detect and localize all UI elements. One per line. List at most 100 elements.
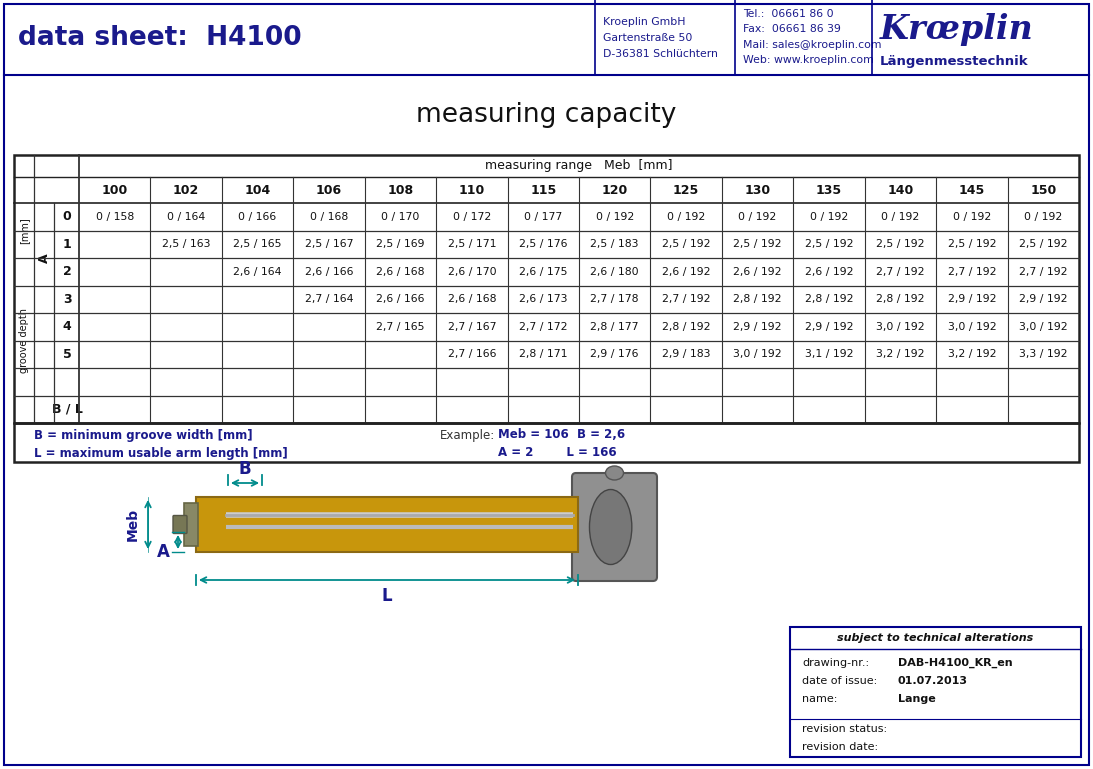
- Text: measuring capacity: measuring capacity: [416, 102, 677, 128]
- Text: 2,6 / 170: 2,6 / 170: [447, 267, 496, 277]
- Text: 2,6 / 164: 2,6 / 164: [233, 267, 282, 277]
- Text: 2,8 / 177: 2,8 / 177: [590, 321, 639, 331]
- Text: 140: 140: [888, 184, 914, 197]
- Text: 0 / 192: 0 / 192: [953, 211, 991, 221]
- Text: 2,9 / 192: 2,9 / 192: [1019, 295, 1068, 305]
- FancyBboxPatch shape: [572, 473, 657, 581]
- Text: 2,5 / 167: 2,5 / 167: [305, 239, 353, 249]
- Text: 104: 104: [245, 184, 271, 197]
- Text: Meb: Meb: [126, 508, 140, 541]
- Text: Lange: Lange: [898, 694, 936, 704]
- Text: B = minimum groove width [mm]: B = minimum groove width [mm]: [34, 428, 252, 441]
- Text: 2,6 / 192: 2,6 / 192: [733, 267, 781, 277]
- Text: 2,6 / 168: 2,6 / 168: [376, 267, 425, 277]
- Text: 2,5 / 192: 2,5 / 192: [733, 239, 781, 249]
- Text: 3,2 / 192: 3,2 / 192: [948, 349, 996, 359]
- Text: 2,7 / 192: 2,7 / 192: [662, 295, 710, 305]
- Text: groove depth: groove depth: [19, 308, 30, 373]
- Text: name:: name:: [802, 694, 837, 704]
- Text: 2,9 / 176: 2,9 / 176: [590, 349, 639, 359]
- Text: 2,9 / 192: 2,9 / 192: [804, 321, 854, 331]
- Text: 106: 106: [316, 184, 342, 197]
- Text: 2,5 / 171: 2,5 / 171: [448, 239, 496, 249]
- Text: 2,6 / 192: 2,6 / 192: [662, 267, 710, 277]
- Text: 2,7 / 192: 2,7 / 192: [948, 267, 996, 277]
- Text: 2,6 / 166: 2,6 / 166: [305, 267, 353, 277]
- Text: A = 2        L = 166: A = 2 L = 166: [498, 447, 616, 460]
- Text: measuring range   Meb  [mm]: measuring range Meb [mm]: [485, 159, 673, 172]
- Text: 2,7 / 165: 2,7 / 165: [376, 321, 425, 331]
- Text: revision date:: revision date:: [802, 742, 878, 752]
- Text: 130: 130: [744, 184, 771, 197]
- Text: 125: 125: [673, 184, 700, 197]
- Text: Krœplin: Krœplin: [880, 14, 1034, 46]
- Text: subject to technical alterations: subject to technical alterations: [837, 633, 1034, 643]
- Text: 0 / 172: 0 / 172: [453, 211, 491, 221]
- Text: 2,5 / 192: 2,5 / 192: [948, 239, 996, 249]
- Text: 2,7 / 167: 2,7 / 167: [448, 321, 496, 331]
- Text: 102: 102: [173, 184, 199, 197]
- Text: 108: 108: [387, 184, 413, 197]
- Text: 3,3 / 192: 3,3 / 192: [1019, 349, 1068, 359]
- Text: date of issue:: date of issue:: [802, 676, 878, 686]
- Text: 2,5 / 192: 2,5 / 192: [662, 239, 710, 249]
- Text: 2,8 / 192: 2,8 / 192: [804, 295, 854, 305]
- Text: 2,5 / 192: 2,5 / 192: [1019, 239, 1068, 249]
- Text: 145: 145: [959, 184, 985, 197]
- Text: B / L: B / L: [51, 403, 82, 416]
- Text: 2,6 / 180: 2,6 / 180: [590, 267, 639, 277]
- Text: 0 / 192: 0 / 192: [810, 211, 848, 221]
- Text: 0 / 192: 0 / 192: [1024, 211, 1062, 221]
- Text: 1: 1: [62, 238, 71, 251]
- FancyBboxPatch shape: [173, 515, 187, 534]
- Text: 0 / 164: 0 / 164: [167, 211, 205, 221]
- Text: 2,5 / 192: 2,5 / 192: [877, 239, 925, 249]
- Text: 2,5 / 192: 2,5 / 192: [804, 239, 854, 249]
- Text: 2,8 / 192: 2,8 / 192: [733, 295, 781, 305]
- Text: A: A: [157, 543, 171, 561]
- Bar: [14, 423, 1079, 462]
- Text: 3,2 / 192: 3,2 / 192: [877, 349, 925, 359]
- Text: 3,1 / 192: 3,1 / 192: [804, 349, 854, 359]
- Text: 4: 4: [62, 320, 71, 333]
- Text: 2,6 / 166: 2,6 / 166: [376, 295, 425, 305]
- Text: 110: 110: [459, 184, 485, 197]
- Text: 5: 5: [62, 348, 71, 361]
- Text: 0 / 192: 0 / 192: [667, 211, 705, 221]
- Text: 2,8 / 192: 2,8 / 192: [877, 295, 925, 305]
- Text: 135: 135: [816, 184, 842, 197]
- Text: 2,8 / 192: 2,8 / 192: [662, 321, 710, 331]
- Text: 3,0 / 192: 3,0 / 192: [877, 321, 925, 331]
- Text: 2,5 / 169: 2,5 / 169: [376, 239, 425, 249]
- Text: Kroeplin GmbH
Gartenstraße 50
D-36381 Schlüchtern: Kroeplin GmbH Gartenstraße 50 D-36381 Sc…: [603, 18, 718, 58]
- Text: L = maximum usable arm length [mm]: L = maximum usable arm length [mm]: [34, 447, 287, 460]
- Ellipse shape: [589, 490, 632, 564]
- Text: 120: 120: [601, 184, 627, 197]
- Text: 3,0 / 192: 3,0 / 192: [733, 349, 781, 359]
- Text: 0 / 192: 0 / 192: [739, 211, 777, 221]
- Text: 2,7 / 192: 2,7 / 192: [877, 267, 925, 277]
- Text: [mm]: [mm]: [19, 217, 30, 244]
- Text: 2,5 / 183: 2,5 / 183: [590, 239, 639, 249]
- Text: 2,7 / 164: 2,7 / 164: [305, 295, 353, 305]
- Text: 0: 0: [62, 210, 71, 223]
- Text: L: L: [381, 587, 392, 605]
- Bar: [196, 497, 578, 552]
- Text: 0 / 166: 0 / 166: [238, 211, 277, 221]
- Text: 2,6 / 192: 2,6 / 192: [804, 267, 854, 277]
- Text: 0 / 168: 0 / 168: [310, 211, 349, 221]
- Text: 01.07.2013: 01.07.2013: [898, 676, 968, 686]
- Text: 2,7 / 192: 2,7 / 192: [1019, 267, 1068, 277]
- Text: revision status:: revision status:: [802, 724, 888, 734]
- Text: 2,5 / 163: 2,5 / 163: [162, 239, 210, 249]
- Text: 2: 2: [62, 265, 71, 278]
- Text: 2,9 / 192: 2,9 / 192: [948, 295, 996, 305]
- Text: 115: 115: [530, 184, 556, 197]
- Text: Tel.:  06661 86 0
Fax:  06661 86 39
Mail: sales@kroeplin.com
Web: www.kroeplin.c: Tel.: 06661 86 0 Fax: 06661 86 39 Mail: …: [743, 9, 881, 65]
- Text: 2,6 / 168: 2,6 / 168: [448, 295, 496, 305]
- Text: 100: 100: [102, 184, 128, 197]
- Text: 2,9 / 183: 2,9 / 183: [662, 349, 710, 359]
- Text: A: A: [37, 253, 50, 263]
- Text: Längenmesstechnik: Längenmesstechnik: [880, 55, 1029, 68]
- Text: 2,5 / 165: 2,5 / 165: [233, 239, 282, 249]
